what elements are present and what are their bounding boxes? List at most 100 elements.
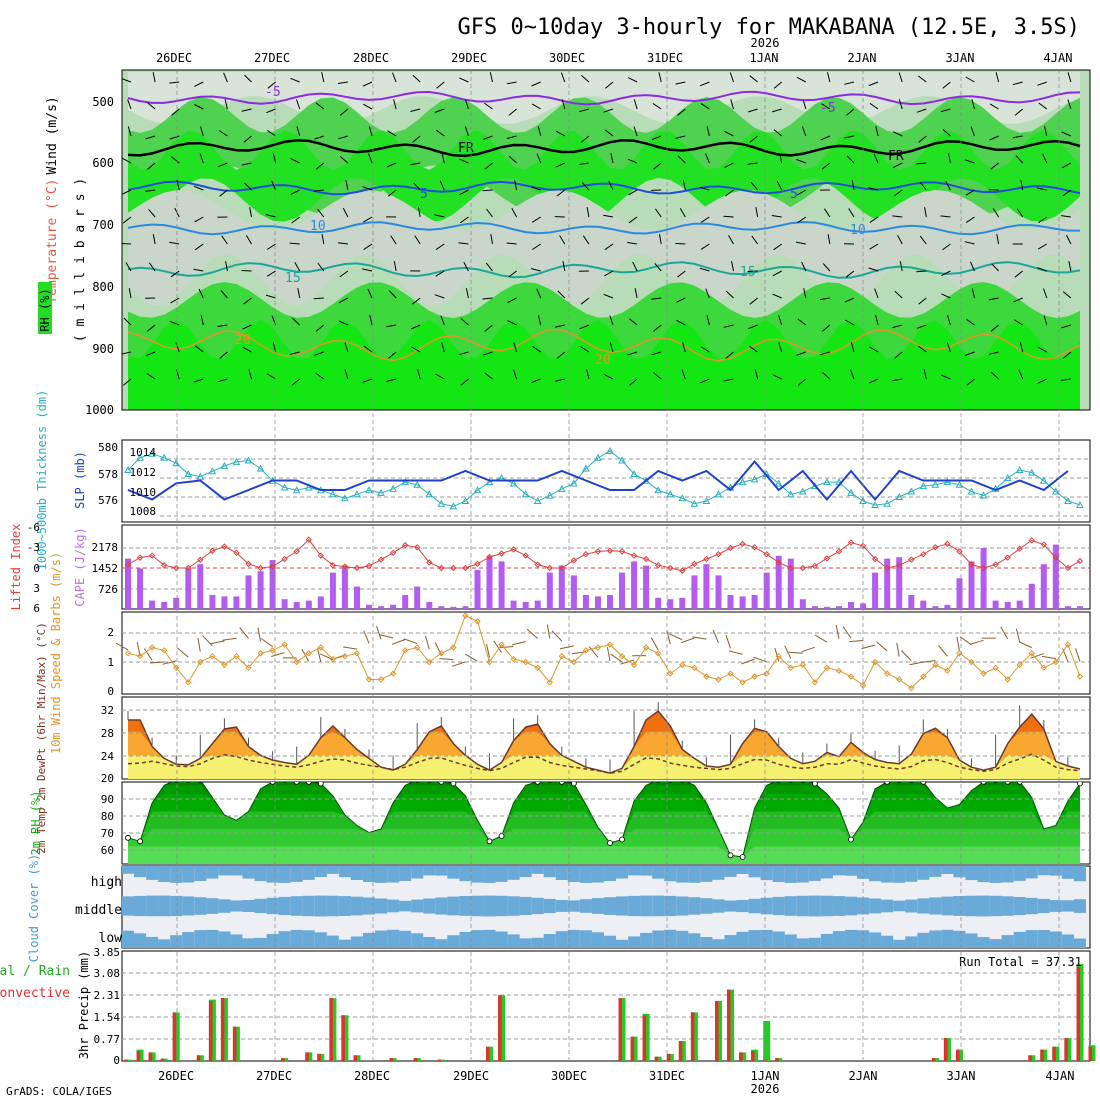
cloud-mid-bar	[905, 899, 918, 913]
wind10m-barb	[301, 648, 310, 662]
cloud-mid-bar	[194, 897, 207, 915]
cape-bar	[1028, 583, 1035, 609]
cape-bar	[932, 606, 939, 609]
wind-barb	[367, 288, 373, 299]
wind-barb	[271, 180, 277, 191]
cloud-low-bar	[579, 930, 592, 948]
cloud-low-bar	[363, 932, 376, 948]
wind-barb	[705, 153, 710, 164]
cape-bar	[1016, 600, 1023, 609]
wind10m-barb	[551, 630, 563, 642]
cloud-high-bar	[688, 866, 701, 883]
wind10m-panel: 2 1 0 10m Wind Speed & Barbs (m/s)	[49, 552, 1091, 754]
wind-barb	[682, 180, 686, 191]
slp-tick: 1012	[130, 466, 157, 479]
precip-conv-bar	[1076, 966, 1080, 1061]
cloud-low-bar	[869, 932, 882, 948]
cloud-high-bar	[616, 866, 629, 879]
isotherm-label: FR	[888, 149, 904, 164]
thickness-point	[847, 488, 855, 496]
rh-point	[137, 838, 144, 845]
cloud-low-bar	[604, 935, 617, 948]
cloud-mid-bar	[411, 899, 424, 913]
cape-bar	[329, 572, 336, 609]
rh-point	[174, 782, 179, 783]
cloud-low-bar	[158, 939, 171, 948]
wind-barb	[193, 268, 204, 272]
wind-barb	[128, 288, 132, 299]
wind-barb	[940, 108, 951, 113]
cape-bar	[245, 575, 252, 609]
cloud-label: low	[99, 931, 123, 946]
thickness-point	[557, 484, 566, 492]
wind10m-point	[438, 650, 445, 657]
thickness-point	[1015, 465, 1024, 473]
li-point	[570, 557, 578, 564]
li-point	[883, 564, 891, 572]
wind10m-point	[534, 664, 541, 672]
cloud-mid-bar	[628, 895, 641, 917]
thickness-point	[678, 494, 687, 502]
wind-barb	[1044, 126, 1048, 137]
temp2m-tick: 20	[101, 772, 114, 785]
precip-conv-bar	[172, 1012, 177, 1061]
cloud-low-bar	[507, 934, 520, 948]
thickness-point	[690, 499, 699, 507]
thickness-point	[232, 457, 241, 465]
cape-bar	[474, 569, 481, 609]
precip-conv-bar	[715, 1001, 719, 1061]
wind-barb	[321, 72, 325, 83]
top-date-label: 4JAN	[1044, 51, 1073, 65]
thickness-point	[654, 486, 663, 494]
cloud-low-bar	[845, 929, 858, 948]
cloud-high-bar	[314, 866, 327, 877]
wind-barb	[749, 345, 758, 353]
cloud-low-bar	[748, 930, 761, 948]
wind10m-point	[871, 658, 879, 666]
precip-conv-bar	[1088, 1046, 1092, 1061]
li-point	[787, 564, 794, 572]
cape-bar	[378, 606, 385, 609]
cloud-ylabel: Cloud Cover (%)	[27, 854, 41, 962]
wind-barb	[947, 315, 951, 326]
cloud-high-bar	[977, 866, 990, 883]
wind10m-point	[1016, 661, 1023, 669]
wind10m-point	[269, 647, 276, 654]
wind-barb	[249, 207, 252, 218]
thickness-point	[208, 467, 217, 475]
isotherm-label: 10	[310, 219, 326, 234]
wind-barb	[706, 315, 710, 326]
cloud-high-bar	[929, 866, 942, 877]
wind-barb	[609, 342, 614, 353]
cloud-high-bar	[832, 866, 845, 876]
cape-bar	[908, 595, 915, 609]
precip-conv-bar	[751, 1051, 755, 1061]
cape-bar	[462, 606, 469, 609]
cloud-mid-bar	[338, 896, 351, 916]
wind-barb	[724, 130, 734, 137]
wind-barb	[700, 378, 710, 384]
wind-barb	[1043, 315, 1048, 326]
wind-barb	[988, 297, 999, 301]
li-point	[450, 564, 457, 572]
li-point	[582, 550, 590, 558]
cape-bar	[787, 558, 794, 609]
isotherm-label: 10	[850, 223, 866, 238]
cloud-low-bar	[772, 931, 785, 948]
rh-fill	[128, 846, 1080, 864]
wind10m-point	[353, 650, 361, 657]
cloud-high-bar	[989, 866, 1002, 883]
wind-barb	[486, 208, 493, 218]
precip-legend-conv: Convective	[0, 986, 70, 1001]
wind-barb	[410, 162, 421, 166]
wind-barb	[368, 126, 373, 137]
wind-barb	[248, 369, 252, 380]
wind-barb	[362, 378, 373, 383]
wind-barb	[873, 153, 879, 164]
wind-barb	[651, 135, 662, 141]
isotherm-label: 20	[595, 353, 611, 368]
li-tick: 6	[33, 602, 40, 615]
wind-barb	[580, 297, 590, 305]
wind-barb	[844, 135, 855, 139]
rh-point	[897, 782, 902, 783]
